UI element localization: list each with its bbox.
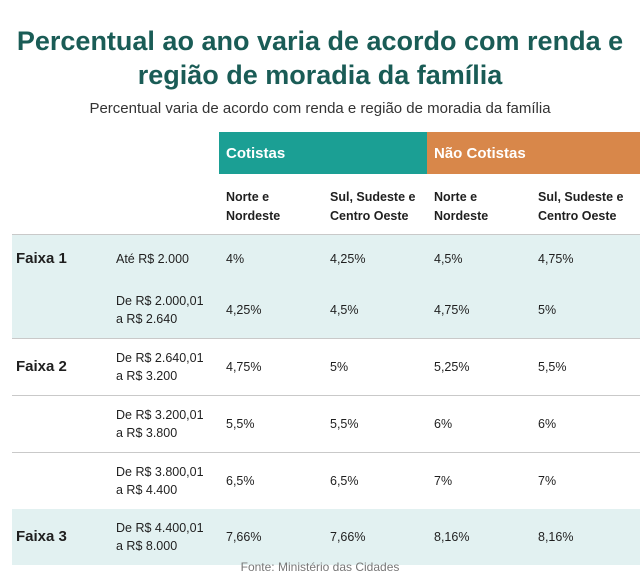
rate-cell: 4,5% — [427, 234, 531, 282]
col-header-nao-cotistas-norte: Norte e Nordeste — [427, 174, 531, 235]
col-header-line: Centro Oeste — [538, 209, 617, 223]
column-spacer — [12, 174, 219, 235]
faixa-label: Faixa 3 — [12, 509, 109, 565]
table-row: Faixa 1 Até R$ 2.000 4% 4,25% 4,5% 4,75% — [12, 234, 640, 282]
col-header-line: Norte e — [434, 190, 478, 204]
renda-line: De R$ 3.200,01 — [116, 408, 204, 422]
col-header-line: Nordeste — [434, 209, 489, 223]
rate-cell: 4,75% — [427, 282, 531, 339]
faixa-label — [12, 395, 109, 453]
table-row: De R$ 3.800,01 a R$ 4.400 6,5% 6,5% 7% 7… — [12, 452, 640, 509]
renda-cell: De R$ 2.640,01 a R$ 3.200 — [109, 338, 219, 396]
col-header-line: Sul, Sudeste e — [330, 190, 416, 204]
page-subtitle: Percentual varia de acordo com renda e r… — [89, 100, 551, 117]
group-spacer — [12, 132, 219, 174]
renda-cell: Até R$ 2.000 — [109, 234, 219, 282]
table-row: Faixa 2 De R$ 2.640,01 a R$ 3.200 4,75% … — [12, 338, 640, 396]
rate-cell: 6% — [531, 395, 640, 453]
faixa-label: Faixa 1 — [12, 234, 109, 282]
rates-table: Cotistas Não Cotistas Norte e Nordeste S… — [12, 132, 640, 565]
rate-cell: 5,5% — [219, 395, 323, 453]
renda-line: De R$ 3.800,01 — [116, 465, 204, 479]
renda-cell: De R$ 3.800,01 a R$ 4.400 — [109, 452, 219, 509]
col-header-line: Sul, Sudeste e — [538, 190, 624, 204]
col-header-cotistas-sul: Sul, Sudeste e Centro Oeste — [323, 174, 427, 235]
renda-cell: De R$ 3.200,01 a R$ 3.800 — [109, 395, 219, 453]
renda-line: a R$ 3.200 — [116, 369, 178, 383]
faixa-label: Faixa 2 — [12, 338, 109, 396]
renda-line: a R$ 4.400 — [116, 483, 178, 497]
renda-cell: De R$ 4.400,01 a R$ 8.000 — [109, 509, 219, 565]
table-row: De R$ 3.200,01 a R$ 3.800 5,5% 5,5% 6% 6… — [12, 395, 640, 453]
rate-cell: 7% — [427, 452, 531, 509]
faixa-label — [12, 452, 109, 509]
rate-cell: 4,75% — [531, 234, 640, 282]
page-title: Percentual ao ano varia de acordo com re… — [16, 26, 624, 90]
renda-line: a R$ 3.800 — [116, 426, 178, 440]
col-header-cotistas-norte: Norte e Nordeste — [219, 174, 323, 235]
group-nao-cotistas: Não Cotistas — [427, 132, 640, 174]
faixa-label — [12, 282, 109, 339]
col-header-line: Centro Oeste — [330, 209, 409, 223]
rate-cell: 8,16% — [427, 509, 531, 565]
rate-cell: 5% — [531, 282, 640, 339]
renda-line: Até R$ 2.000 — [116, 251, 189, 266]
renda-line: De R$ 2.000,01 — [116, 294, 204, 308]
rate-cell: 4% — [219, 234, 323, 282]
col-header-line: Nordeste — [226, 209, 281, 223]
rate-cell: 7% — [531, 452, 640, 509]
rate-cell: 4,75% — [219, 338, 323, 396]
rate-cell: 7,66% — [323, 509, 427, 565]
column-header-row: Norte e Nordeste Sul, Sudeste e Centro O… — [12, 174, 640, 235]
rate-cell: 8,16% — [531, 509, 640, 565]
table-row: Faixa 3 De R$ 4.400,01 a R$ 8.000 7,66% … — [12, 509, 640, 565]
group-header-row: Cotistas Não Cotistas — [12, 132, 640, 174]
renda-line: a R$ 8.000 — [116, 539, 178, 553]
rate-cell: 5,25% — [427, 338, 531, 396]
renda-cell: De R$ 2.000,01 a R$ 2.640 — [109, 282, 219, 339]
rate-cell: 7,66% — [219, 509, 323, 565]
table-row: De R$ 2.000,01 a R$ 2.640 4,25% 4,5% 4,7… — [12, 282, 640, 339]
source-note: Fonte: Ministério das Cidades — [240, 560, 400, 574]
rate-cell: 6,5% — [323, 452, 427, 509]
renda-line: De R$ 4.400,01 — [116, 521, 204, 535]
rate-cell: 4,25% — [219, 282, 323, 339]
col-header-line: Norte e — [226, 190, 270, 204]
rate-cell: 5,5% — [323, 395, 427, 453]
renda-line: a R$ 2.640 — [116, 312, 178, 326]
rate-cell: 5,5% — [531, 338, 640, 396]
rate-cell: 5% — [323, 338, 427, 396]
col-header-nao-cotistas-sul: Sul, Sudeste e Centro Oeste — [531, 174, 640, 235]
rate-cell: 4,25% — [323, 234, 427, 282]
rate-cell: 4,5% — [323, 282, 427, 339]
group-cotistas: Cotistas — [219, 132, 427, 174]
renda-line: De R$ 2.640,01 — [116, 351, 204, 365]
rate-cell: 6% — [427, 395, 531, 453]
rate-cell: 6,5% — [219, 452, 323, 509]
